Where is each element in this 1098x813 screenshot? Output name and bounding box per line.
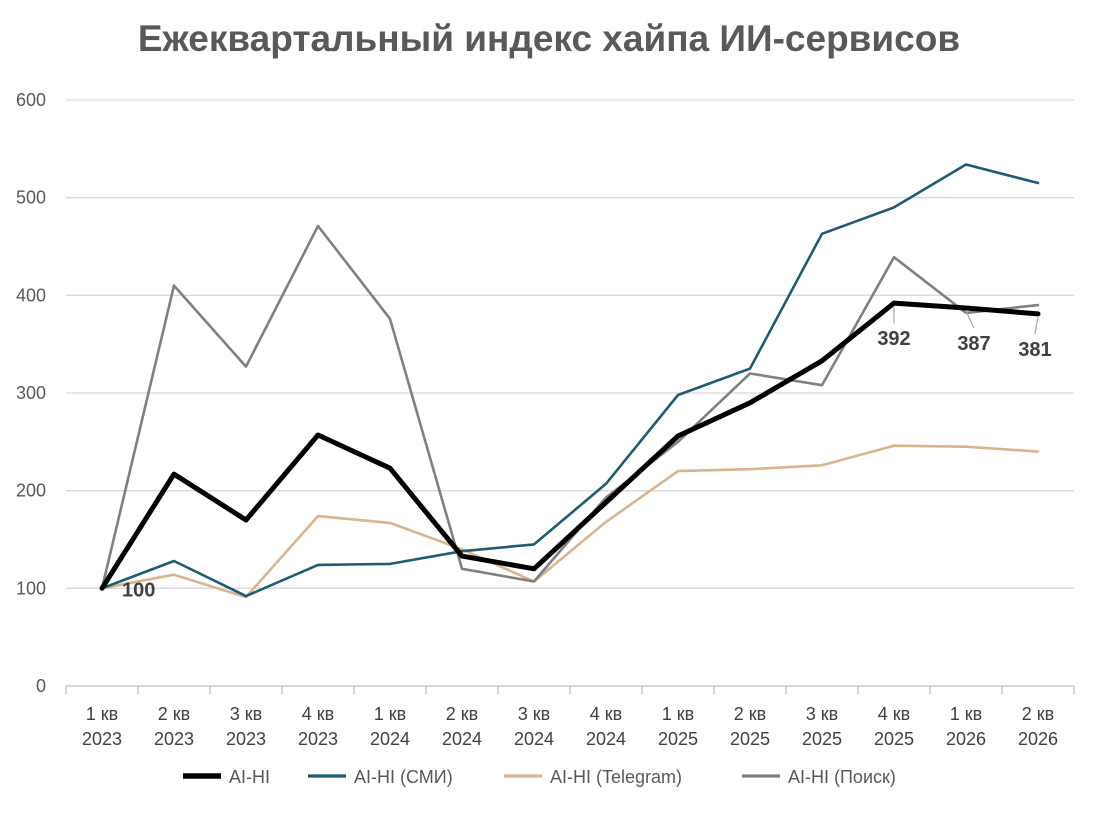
x-tick-label-quarter: 1 кв [950,704,982,724]
x-tick-label-quarter: 3 кв [806,704,838,724]
x-tick-label-quarter: 2 кв [734,704,766,724]
y-tick-label: 0 [36,676,46,696]
data-label-leader [1034,316,1039,334]
legend: AI-HI AI-HI (СМИ) AI-HI (Telegram) AI-HI (П… [183,767,896,787]
series-line-2 [100,444,1040,599]
y-tick-label: 300 [16,383,46,403]
y-tick-label: 500 [16,188,46,208]
x-tick-label-quarter: 3 кв [518,704,550,724]
x-tick-label-year: 2026 [946,729,986,749]
legend-label-0: AI-HI [229,767,270,787]
legend-label-2: AI-HI (Telegram) [550,767,682,787]
x-tick-label-year: 2025 [802,729,842,749]
x-tick-label-quarter: 1 кв [662,704,694,724]
x-tick-label-year: 2024 [514,729,554,749]
x-tick-label-year: 2024 [370,729,410,749]
legend-label-1: AI-HI (СМИ) [354,767,453,787]
x-tick-label-quarter: 1 кв [86,704,118,724]
x-tick-label-quarter: 4 кв [590,704,622,724]
x-tick-label-year: 2023 [154,729,194,749]
x-tick-label-year: 2023 [82,729,122,749]
data-labels: 100 392 387 381 [122,306,1052,601]
y-tick-label: 100 [16,578,46,598]
x-tick-label-quarter: 2 кв [1022,704,1054,724]
x-tick-label-year: 2025 [730,729,770,749]
x-tick-label-quarter: 2 кв [446,704,478,724]
data-label-leader [965,310,975,329]
data-label: 387 [957,333,990,355]
x-tick-label-year: 2024 [442,729,482,749]
y-tick-label: 600 [16,90,46,110]
series-lines [99,163,1041,599]
data-label: 392 [877,328,910,350]
data-label: 381 [1018,339,1051,361]
series-line-0 [99,300,1041,591]
gridlines [66,99,1074,589]
series-line-1 [100,163,1040,598]
x-tick-label-quarter: 1 кв [374,704,406,724]
x-tick-label-year: 2025 [658,729,698,749]
x-tick-label-year: 2023 [226,729,266,749]
x-tick-label-quarter: 4 кв [878,704,910,724]
x-tick-label-year: 2023 [298,729,338,749]
y-tick-label: 400 [16,285,46,305]
axes: 0 100 200 300 400 500 600 1 кв 2023 2 кв 2023 3 кв 2… [16,90,1075,749]
series-line-3 [100,224,1040,590]
x-tick-label-year: 2024 [586,729,626,749]
x-tick-label-year: 2026 [1018,729,1058,749]
x-tick-label-quarter: 4 кв [302,704,334,724]
legend-label-3: AI-HI (Поиск) [788,767,896,787]
data-label: 100 [122,579,155,601]
chart-title: Ежеквартальный индекс хайпа ИИ-сервисов [137,18,961,59]
x-tick-label-quarter: 2 кв [158,704,190,724]
x-tick-label-year: 2025 [874,729,914,749]
x-tick-label-quarter: 3 кв [230,704,262,724]
y-tick-label: 200 [16,481,46,501]
